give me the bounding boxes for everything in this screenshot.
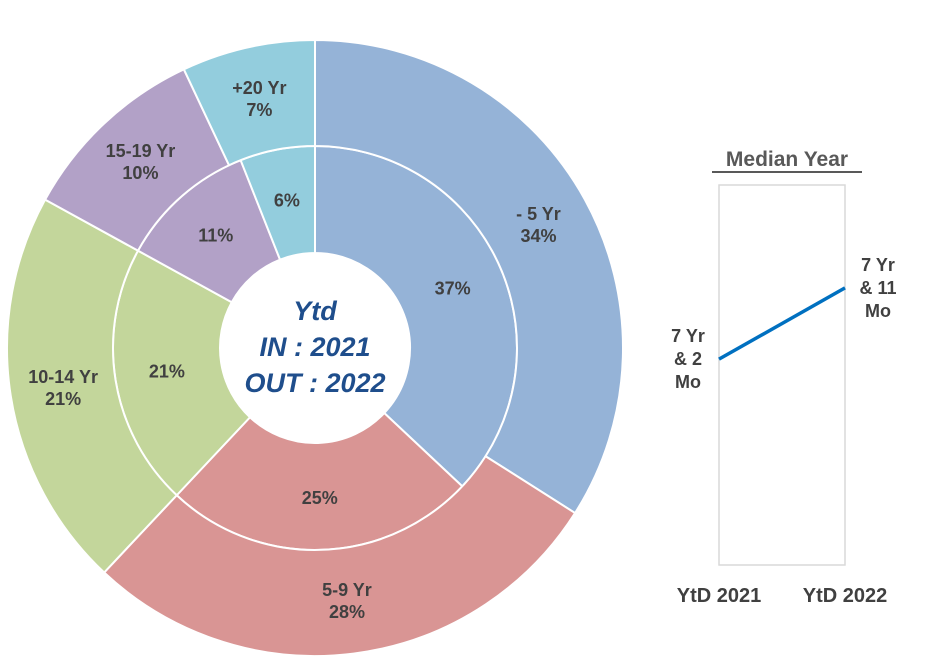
inner-label-20-yr: 6% xyxy=(274,191,300,211)
donut-center-text-3: OUT : 2022 xyxy=(244,368,385,398)
inner-label-15-19-yr: 11% xyxy=(198,225,233,245)
outer-label-line: 21% xyxy=(45,389,81,409)
outer-label-line: 28% xyxy=(329,602,365,622)
median-line-chart: Median Year 7 Yr & 2 Mo 7 Yr & 11 Mo YtD 2021 Yt… xyxy=(671,148,896,607)
outer-label-line: 15-19 Yr xyxy=(106,141,176,161)
outer-label-line: 5-9 Yr xyxy=(322,580,372,600)
inner-label-line: 6% xyxy=(274,191,300,211)
inner-label-line: 11% xyxy=(198,225,233,245)
median-data-label-line: 7 Yr xyxy=(671,326,705,346)
inner-label-5-yr: 37% xyxy=(435,278,471,298)
median-data-label-line: Mo xyxy=(865,301,891,321)
median-x-tick-2: YtD 2022 xyxy=(803,585,888,607)
outer-label-line: 7% xyxy=(246,100,272,120)
outer-label-line: 10-14 Yr xyxy=(28,367,98,387)
median-series-line xyxy=(719,288,845,359)
donut-center-text-2: IN : 2021 xyxy=(259,332,370,362)
median-data-label-line: Mo xyxy=(675,372,701,392)
median-data-label-2: 7 Yr & 11 Mo xyxy=(859,255,896,321)
outer-label-line: 34% xyxy=(520,226,556,246)
median-data-label-line: 7 Yr xyxy=(861,255,895,275)
inner-label-line: 37% xyxy=(435,278,471,298)
median-data-label-line: & 11 xyxy=(859,278,896,298)
outer-label-line: +20 Yr xyxy=(232,78,286,98)
inner-label-line: 25% xyxy=(302,488,338,508)
median-data-label-line: & 2 xyxy=(674,349,702,369)
inner-label-5-9-yr: 25% xyxy=(302,488,338,508)
median-plot-area xyxy=(719,185,845,565)
median-x-tick-1: YtD 2021 xyxy=(677,585,762,607)
median-data-label-1: 7 Yr & 2 Mo xyxy=(671,326,705,392)
median-chart-title: Median Year xyxy=(726,148,848,171)
inner-label-line: 21% xyxy=(149,361,185,381)
outer-label-line: - 5 Yr xyxy=(516,204,561,224)
donut-center-text-1: Ytd xyxy=(293,296,337,326)
outer-label-line: 10% xyxy=(122,163,158,183)
inner-label-10-14-yr: 21% xyxy=(149,361,185,381)
